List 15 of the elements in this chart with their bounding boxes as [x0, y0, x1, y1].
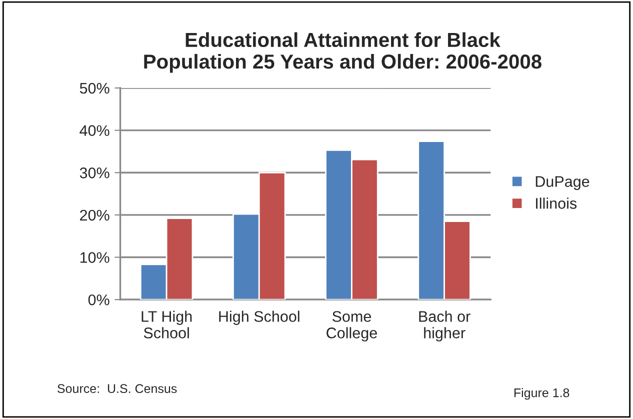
source-note: Source: U.S. Census — [58, 384, 177, 394]
y-tick-label: 50% — [80, 82, 110, 94]
x-tick-label: Bach or higher — [419, 310, 470, 342]
caption: Figure 1.8 — [514, 388, 570, 400]
x-tick-label: High School — [219, 310, 300, 325]
chart-title: Educational Attainment for Black Population 25 Years and Older: 2006-2008 — [144, 32, 542, 73]
legend-label: DuPage — [536, 176, 590, 190]
y-tick-label: 10% — [80, 252, 110, 263]
legend-label: Illinois — [536, 198, 577, 209]
y-tick-label: 40% — [80, 125, 110, 136]
y-tick-label: 20% — [80, 210, 110, 221]
y-tick-label: 0% — [88, 294, 110, 306]
y-tick-label: 30% — [80, 167, 110, 178]
x-tick-label: Some College — [326, 311, 377, 342]
x-tick-label: LT High School — [142, 310, 192, 338]
